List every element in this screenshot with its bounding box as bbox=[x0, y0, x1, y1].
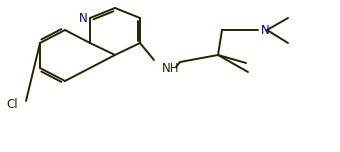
Text: N: N bbox=[79, 12, 88, 26]
Text: N: N bbox=[261, 24, 270, 36]
Text: Cl: Cl bbox=[6, 98, 18, 112]
Text: NH: NH bbox=[162, 62, 180, 74]
